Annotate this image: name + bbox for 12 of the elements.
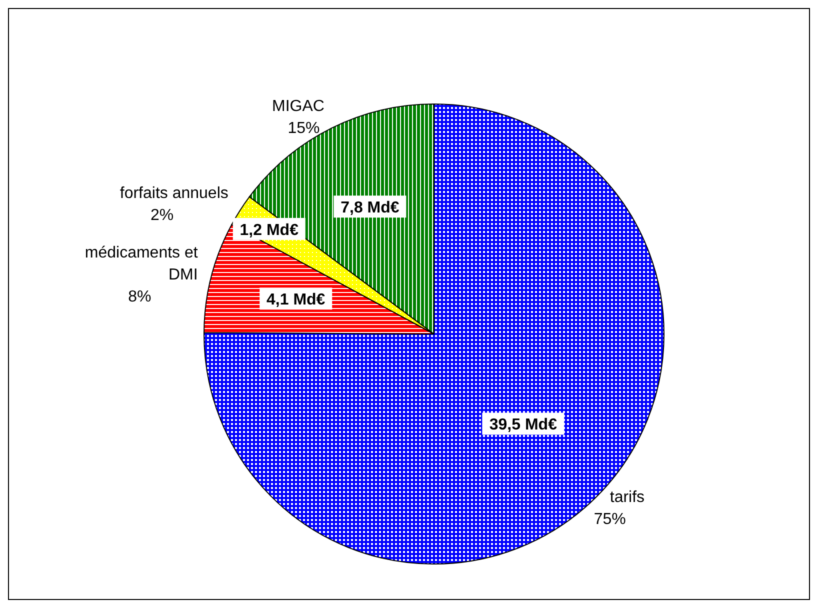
text: 75% — [594, 510, 626, 528]
data-label: 4,1 Md€ — [266, 292, 326, 309]
slice-label: médicaments et DMI — [84, 244, 198, 284]
data-label: 1,2 Md€ — [240, 222, 299, 239]
slice-label: forfaits annuels — [120, 184, 228, 202]
data-label: 7,8 Md€ — [340, 200, 400, 217]
data-label: 39,5 Md€ — [489, 416, 558, 434]
slice-label: tarifs — [610, 488, 645, 506]
slice-label: MIGAC — [272, 98, 324, 116]
text: 8% — [128, 288, 152, 306]
text: 2% — [150, 206, 174, 224]
text: 15% — [288, 120, 320, 138]
